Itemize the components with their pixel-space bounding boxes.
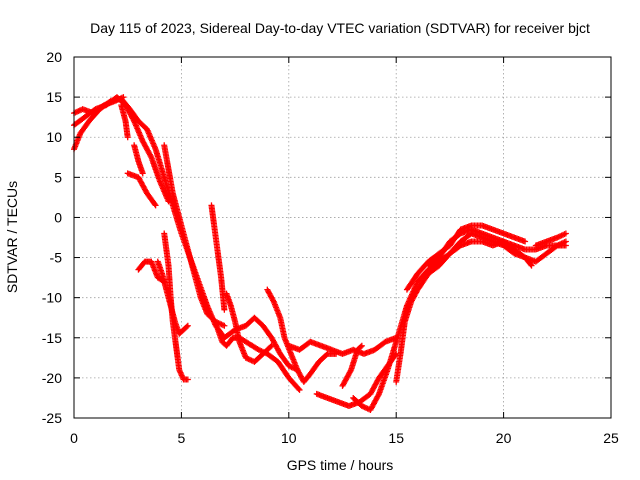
data-point-sat-e xyxy=(152,202,159,209)
data-point-sat-q xyxy=(347,368,354,375)
x-tick-label: 0 xyxy=(70,430,78,446)
x-tick-label: 15 xyxy=(388,430,404,446)
x-tick-label: 25 xyxy=(603,430,619,446)
y-tick-label: -15 xyxy=(42,330,62,346)
data-point-sat-e xyxy=(151,201,158,208)
y-tick-label: -10 xyxy=(42,290,62,306)
data-point-sat-j xyxy=(184,376,191,383)
data-point-sat-m xyxy=(268,342,275,349)
data-point-sat-n xyxy=(270,297,277,304)
y-tick-label: -20 xyxy=(42,370,62,386)
data-point-sat-u xyxy=(528,262,535,269)
data-point-sat-l xyxy=(295,385,302,392)
y-tick-label: 10 xyxy=(46,129,62,145)
data-point-sat-u xyxy=(527,261,534,268)
data-point-sat-q xyxy=(358,342,365,349)
data-point-sat-g xyxy=(221,322,228,329)
data-point-sat-i xyxy=(184,322,191,329)
data-points xyxy=(71,94,569,413)
x-tick-label: 20 xyxy=(496,430,512,446)
data-point-sat-t xyxy=(522,238,529,245)
x-tick-label: 5 xyxy=(178,430,186,446)
y-tick-label: 20 xyxy=(46,49,62,65)
y-tick-label: 15 xyxy=(46,89,62,105)
grid xyxy=(74,57,611,418)
x-tick-label: 10 xyxy=(281,430,297,446)
data-point-sat-q xyxy=(357,343,364,350)
y-tick-label: -5 xyxy=(50,250,63,266)
plot-frame xyxy=(73,56,612,419)
data-point-sat-k xyxy=(221,306,228,313)
data-point-sat-l xyxy=(296,386,303,393)
data-point-sat-r xyxy=(375,392,382,399)
data-point-sat-s xyxy=(562,242,569,249)
data-point-sat-f xyxy=(139,170,146,177)
y-tick-label: 5 xyxy=(54,169,62,185)
data-point-sat-c xyxy=(120,94,127,101)
data-point-sat-i xyxy=(183,323,190,330)
data-point-sat-b xyxy=(165,198,172,205)
data-point-sat-b xyxy=(130,116,137,123)
y-tick-label: -25 xyxy=(42,410,62,426)
axis-ticks: 0 5 10 15 20 25 -25 -20 -15 -10 -5 0 5 10 15 20 xyxy=(42,49,619,446)
x-axis-label: GPS time / hours xyxy=(287,457,394,473)
data-point-sat-m xyxy=(267,343,274,350)
y-tick-label: 0 xyxy=(54,209,62,225)
data-point-sat-d xyxy=(124,134,131,141)
chart-title: Day 115 of 2023, Sidereal Day-to-day VTE… xyxy=(90,20,590,36)
y-axis-label: SDTVAR / TECUs xyxy=(4,181,20,293)
data-point-sat-b xyxy=(147,152,154,159)
data-point-sat-v xyxy=(562,230,569,237)
